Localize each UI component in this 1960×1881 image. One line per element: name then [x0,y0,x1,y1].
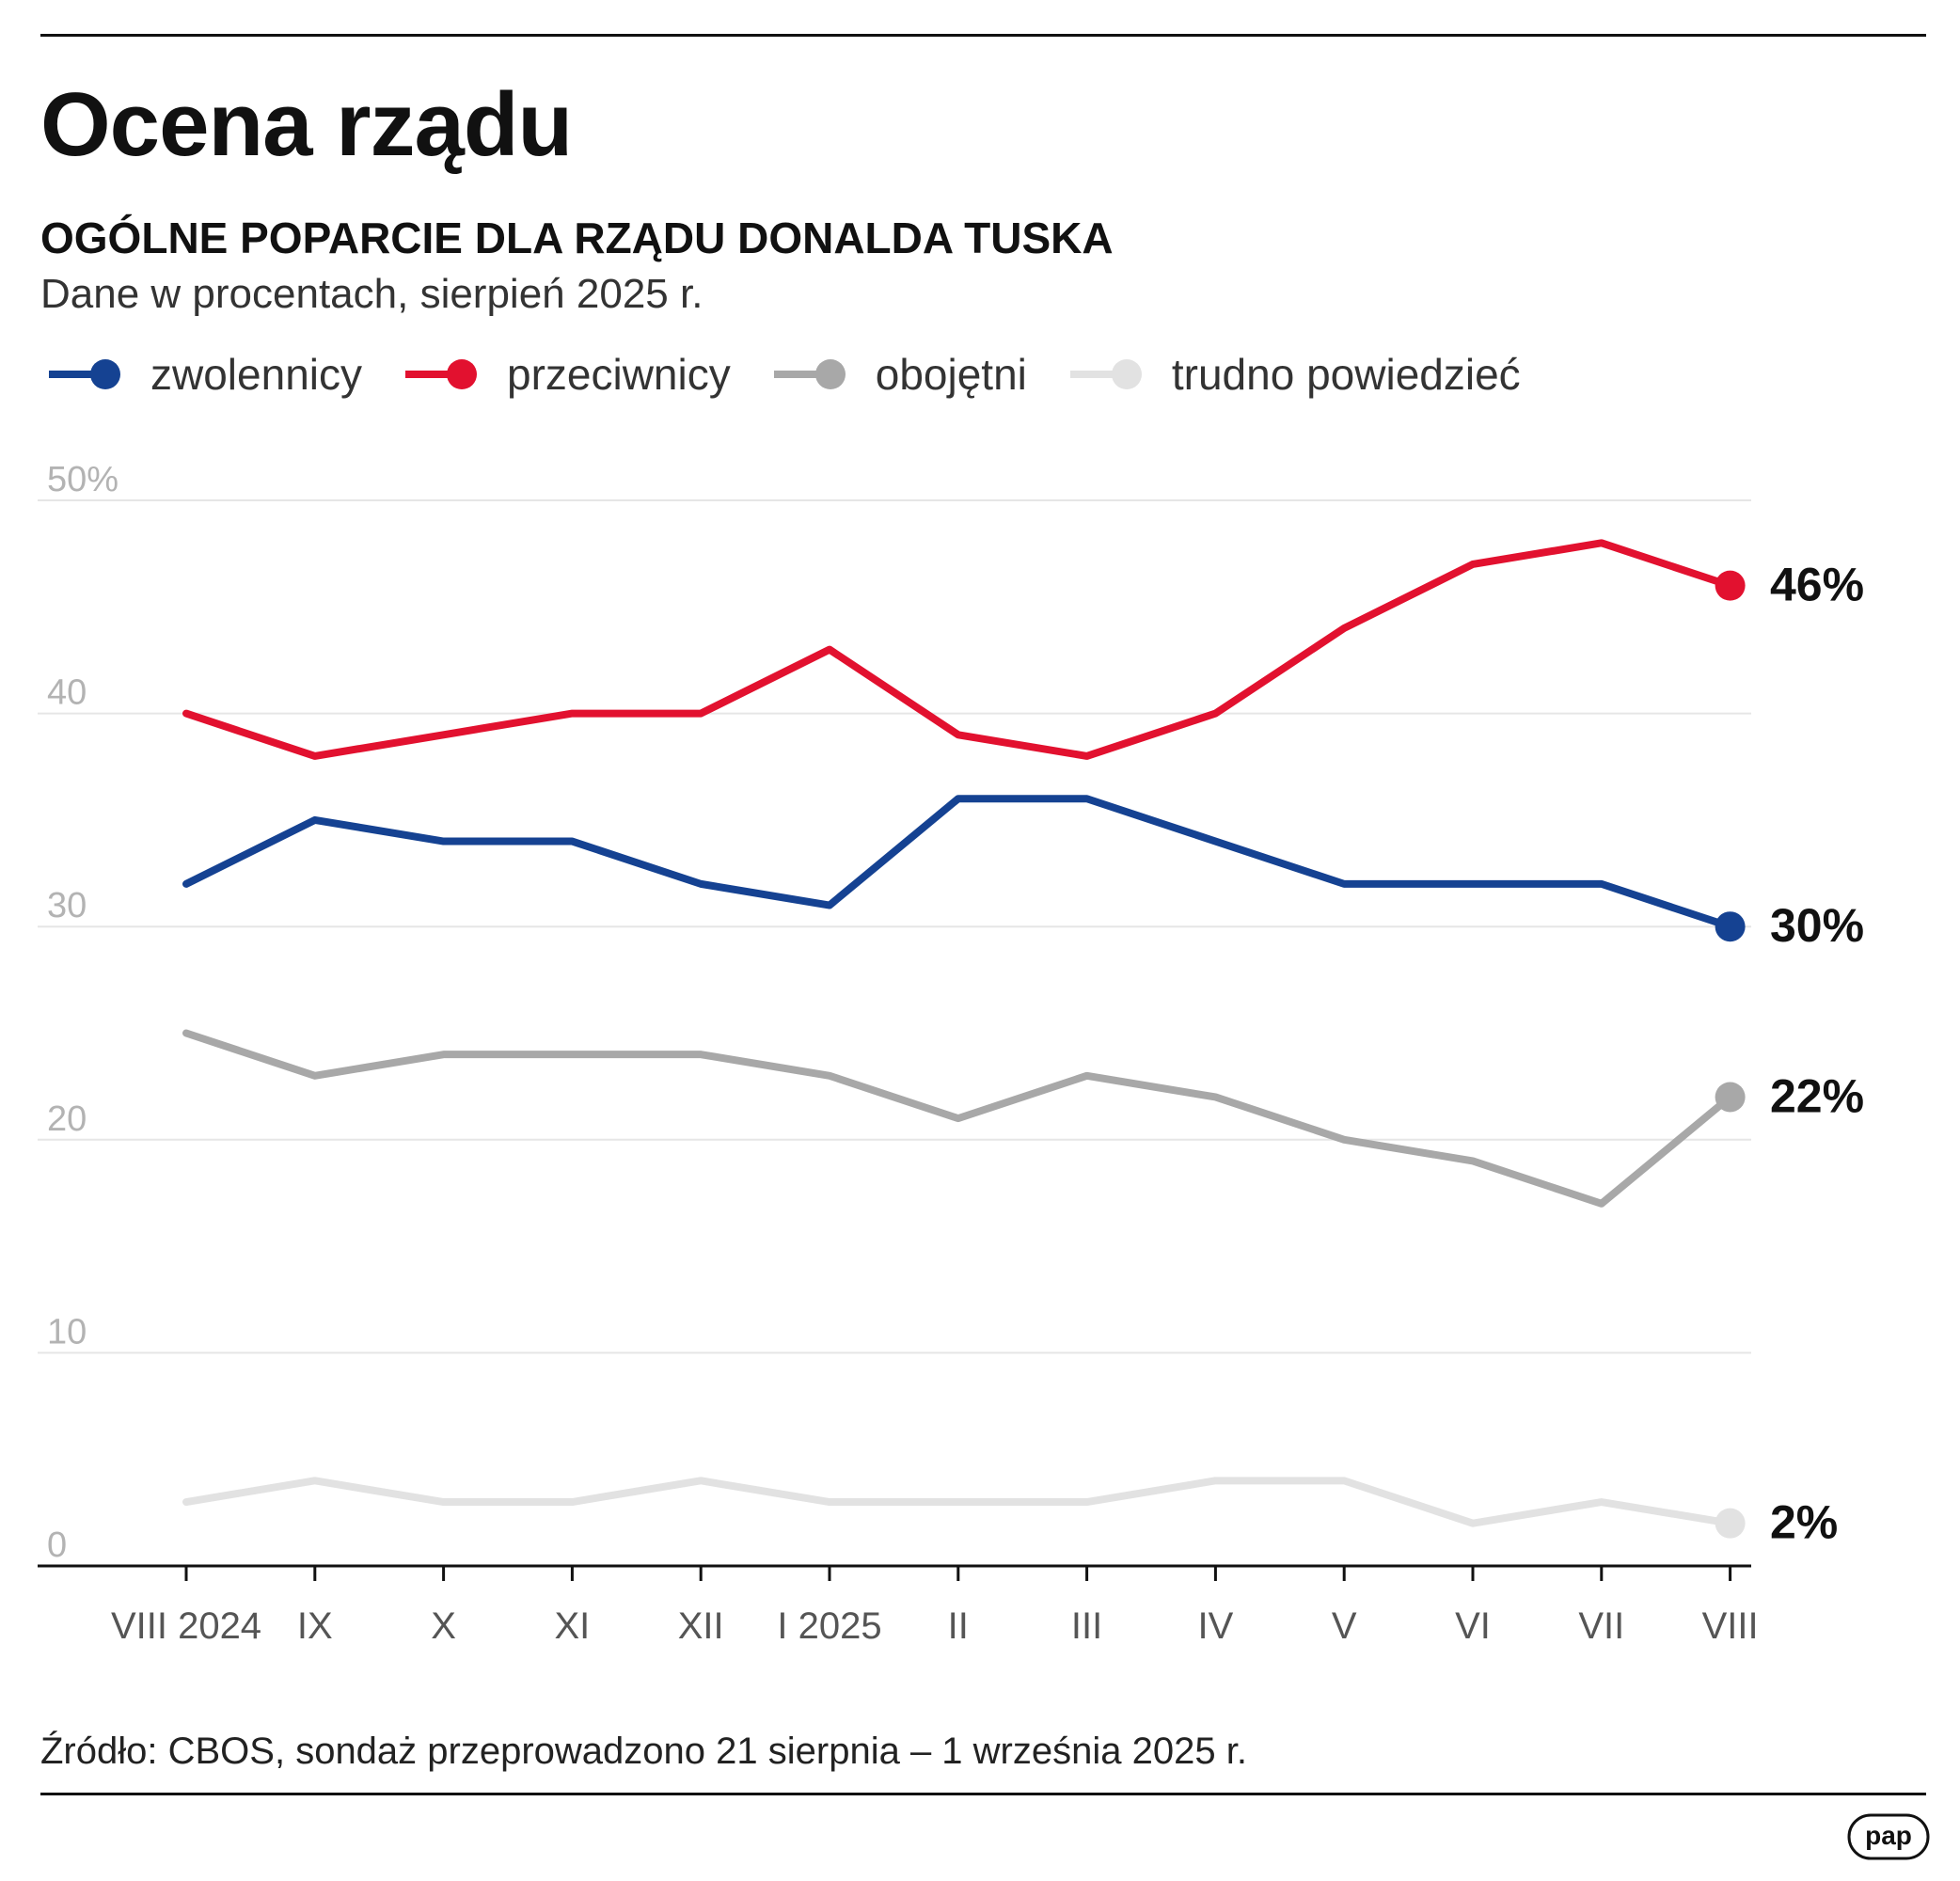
x-tick-label: II [948,1605,969,1647]
y-tick-label: 20 [47,1099,87,1139]
legend-label: przeciwnicy [507,350,731,399]
x-tick-label: IV [1198,1605,1234,1647]
source-note: Źródło: CBOS, sondaż przeprowadzono 21 s… [40,1731,1247,1772]
series-end-dot [1715,1082,1746,1113]
top-rule [40,34,1926,37]
series-line-obojętni [182,1029,1734,1208]
logo-frame [1847,1813,1930,1860]
chart-subtitle: OGÓLNE POPARCIE DLA RZĄDU DONALDA TUSKA [40,213,1114,262]
y-tick-label: 50% [47,460,119,499]
series-layer [182,539,1746,1539]
axis-layer [38,1564,1751,1581]
legend-item-zwolennicy: zwolennicy [49,349,362,400]
x-tick-label: I 2025 [777,1605,881,1647]
series-end-dot [1715,570,1746,601]
end-value-label: 22% [1770,1069,1864,1122]
series-end-dot [1715,911,1746,942]
legend-dot [1111,359,1142,389]
x-tick-label: XII [678,1605,724,1647]
page-title: Ocena rządu [40,74,573,175]
x-tick-label: X [431,1605,456,1647]
bottom-rule [40,1793,1926,1795]
chart-caption: Dane w procentach, sierpień 2025 r. [40,271,703,317]
series-line-przeciwnicy [182,539,1734,760]
end-value-label: 30% [1770,899,1864,952]
legend-swatch-zwolennicy-icon [49,359,120,389]
legend-item-obojetni: obojętni [773,349,1027,400]
pap-logo-icon: pap [1847,1813,1930,1860]
x-tick-label: VIII 2024 [111,1605,261,1647]
series-line-trudno-powiedzieć [182,1477,1734,1527]
y-tick-label: 10 [47,1312,87,1351]
legend-swatch-obojetni-icon [773,359,846,389]
y-tick-label: 0 [47,1525,67,1565]
legend-label: trudno powiedzieć [1171,350,1521,399]
x-tick-label: VIII [1702,1605,1759,1647]
legend-dot [814,359,846,389]
legend-dot [90,359,120,389]
legend-item-trudno-powiedziec: trudno powiedzieć [1069,349,1521,400]
x-tick-label: III [1071,1605,1102,1647]
legend-label: obojętni [875,350,1027,399]
legend-swatch-przeciwnicy-icon [405,359,477,389]
x-tick-label: XI [555,1605,591,1647]
legend-swatch-trudno-icon [1069,359,1142,389]
x-tick-label: IX [297,1605,333,1647]
x-tick-label: V [1332,1605,1357,1647]
grid-layer [38,499,1751,1354]
series-end-dot [1715,1508,1746,1539]
logo-text: pap [1865,1821,1912,1850]
y-tick-label: 30 [47,886,87,925]
series-line-zwolennicy [182,795,1734,931]
x-tick-label: VII [1578,1605,1624,1647]
end-value-label: 46% [1770,559,1864,611]
legend-item-przeciwnicy: przeciwnicy [405,349,731,400]
x-tick-label: VI [1455,1605,1491,1647]
y-tick-label: 40 [47,673,87,713]
legend: zwolennicy przeciwnicy obojętni trudno p… [49,346,1564,403]
end-value-label: 2% [1770,1496,1838,1549]
legend-label: zwolennicy [150,350,362,399]
legend-dot [447,359,477,389]
